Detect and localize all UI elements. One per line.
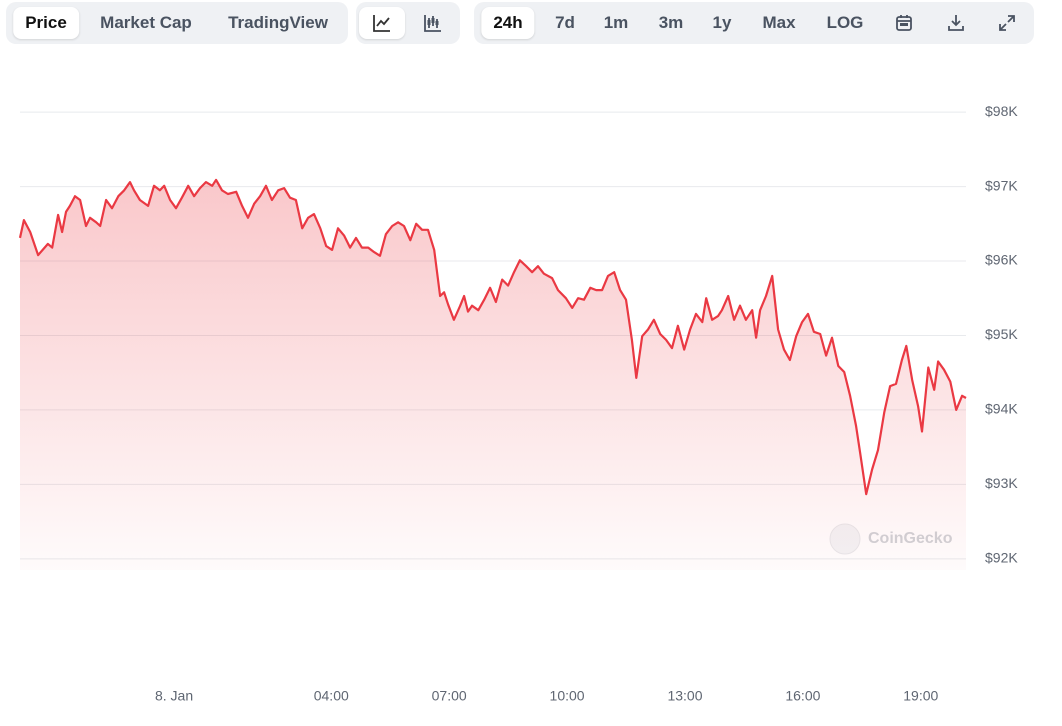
x-tick-label: 16:00: [785, 688, 820, 704]
x-tick-label: 10:00: [550, 688, 585, 704]
icon: [424, 15, 441, 32]
icon: [373, 15, 390, 32]
line-view-button[interactable]: [359, 7, 405, 39]
tab[interactable]: Market Cap: [100, 13, 192, 32]
range-group: [474, 2, 1034, 44]
y-tick-label: $94K: [985, 401, 1018, 417]
download-button[interactable]: [933, 7, 979, 39]
range-button[interactable]: 24h: [481, 7, 535, 39]
range-button[interactable]: 3m: [658, 13, 684, 32]
fullscreen-button[interactable]: [984, 7, 1030, 39]
calendar-button[interactable]: [881, 7, 927, 39]
y-tick-label: $97K: [985, 177, 1018, 193]
y-tick-label: $95K: [985, 326, 1018, 342]
watermark: CoinGecko: [829, 523, 953, 555]
tab[interactable]: Price: [13, 7, 79, 39]
tab[interactable]: TradingView: [228, 13, 328, 32]
area-fill: [20, 179, 966, 570]
y-tick-label: $93K: [985, 475, 1018, 491]
log-button[interactable]: LOG: [826, 13, 864, 32]
candle-view-button[interactable]: [410, 7, 456, 39]
price-line: [18, 178, 967, 496]
y-tick-label: $92K: [985, 550, 1018, 566]
y-tick-label: $96K: [985, 252, 1018, 268]
x-tick-label: 8. Jan: [155, 688, 193, 704]
icon: [948, 15, 964, 31]
y-tick-label: $98K: [985, 103, 1018, 119]
x-tick-label: 19:00: [903, 688, 938, 704]
icon: [896, 15, 912, 31]
x-tick-label: 07:00: [432, 688, 467, 704]
watermark-text: CoinGecko: [868, 530, 953, 547]
x-tick-label: 13:00: [667, 688, 702, 704]
range-button[interactable]: Max: [762, 13, 796, 32]
range-button[interactable]: 1m: [603, 13, 629, 32]
icon: [999, 15, 1015, 31]
range-button[interactable]: 1y: [712, 13, 732, 32]
range-button[interactable]: 7d: [555, 13, 575, 32]
watermark-logo: [829, 523, 861, 555]
x-tick-label: 04:00: [314, 688, 349, 704]
